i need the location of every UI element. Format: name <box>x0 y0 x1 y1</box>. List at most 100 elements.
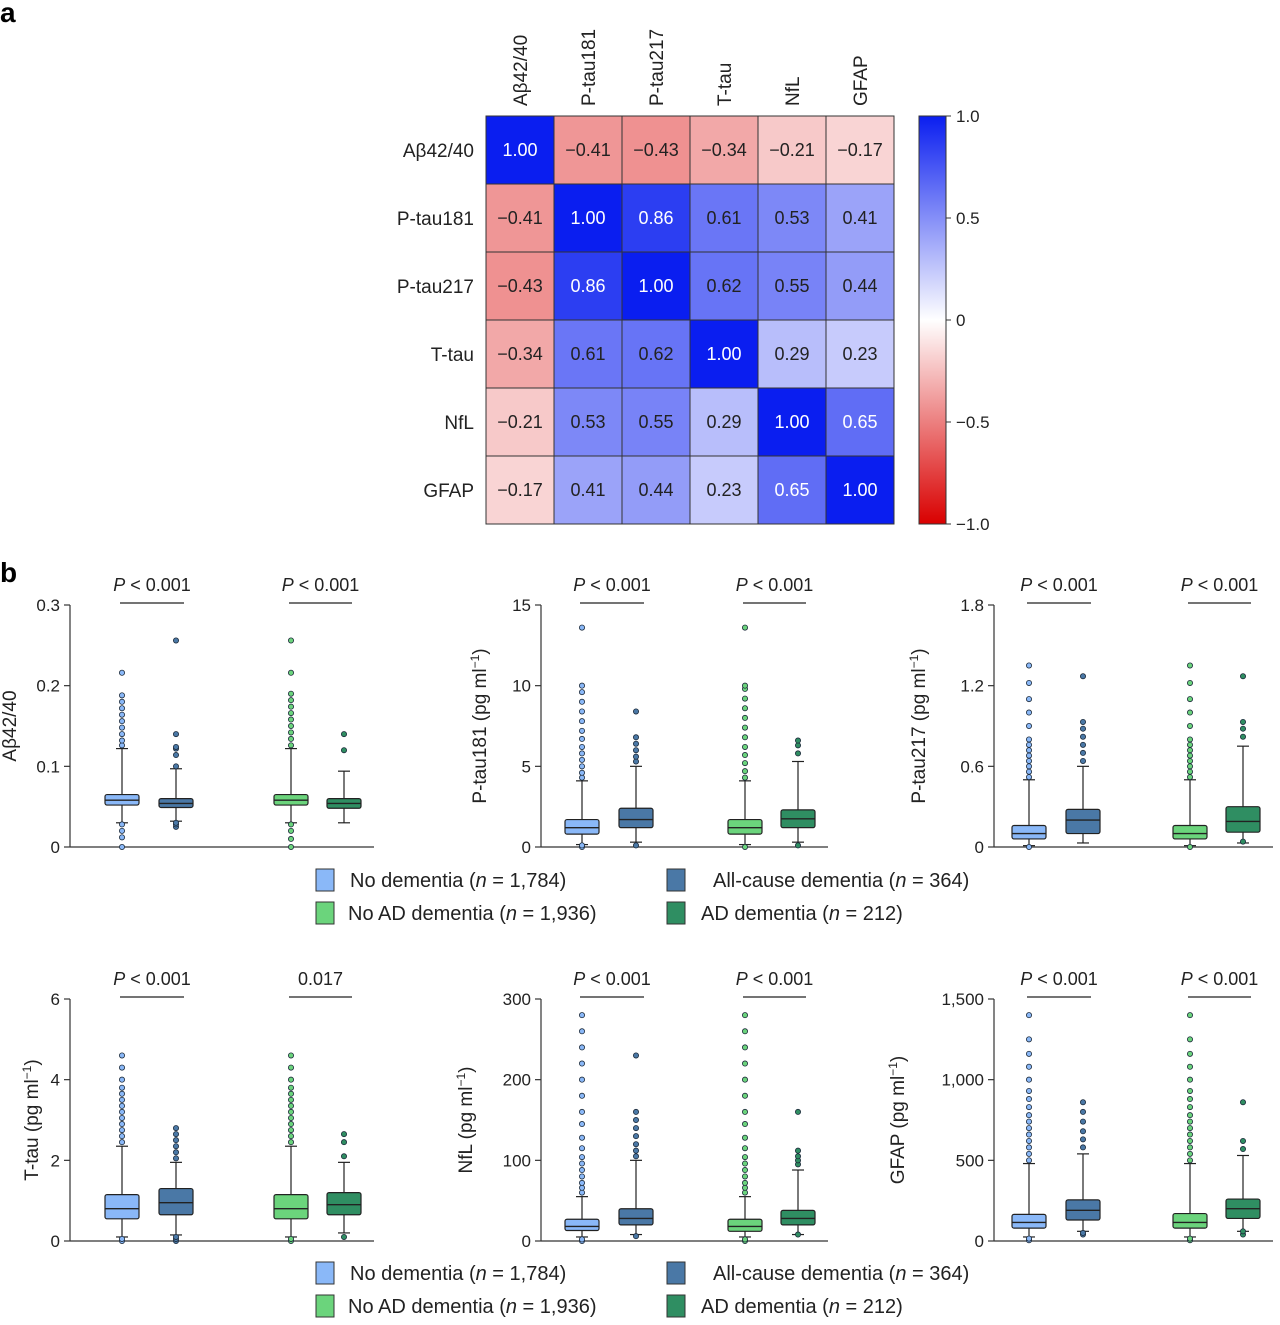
p-value-italic: P <box>573 575 585 595</box>
legend-label-suffix: = 1,936) <box>517 903 597 925</box>
outlier-point <box>172 637 179 644</box>
box-2 <box>158 1125 194 1245</box>
outlier-point <box>1187 1112 1194 1119</box>
p-value-text: < 0.001 <box>1193 575 1259 595</box>
outlier-point <box>579 735 586 742</box>
outlier-point <box>1080 1108 1087 1115</box>
outlier-point <box>1187 662 1194 669</box>
heatmap-cell <box>689 455 759 525</box>
cell-value: −0.21 <box>769 140 815 160</box>
outlier-point <box>742 768 749 775</box>
box-3 <box>1172 662 1208 851</box>
legend-label-suffix: = 1,784) <box>487 870 567 892</box>
outlier-point <box>579 689 586 696</box>
legend-label-n: n <box>506 1296 517 1318</box>
outlier-point <box>119 1096 126 1103</box>
box-iqr <box>1172 824 1208 840</box>
legend-swatch <box>666 901 686 925</box>
box-iqr <box>564 818 600 835</box>
outlier-point <box>633 734 640 741</box>
legend-label-prefix: No dementia ( <box>350 870 476 892</box>
heatmap-cell <box>689 115 759 185</box>
column-label: T-tau <box>715 63 736 106</box>
outlier-point <box>795 742 802 749</box>
legend-swatch <box>315 868 335 892</box>
legend-label-suffix: = 212) <box>840 903 903 925</box>
outlier-point <box>1026 752 1033 759</box>
outlier-point <box>742 1092 749 1099</box>
y-axis-label: P-tau217 (pg ml−1) <box>907 648 930 803</box>
outlier-point <box>287 1084 294 1091</box>
outlier-point <box>1187 1125 1194 1132</box>
outlier-point <box>1080 733 1087 740</box>
cell-value: 1.00 <box>706 344 741 364</box>
box-iqr <box>1172 1212 1208 1229</box>
cell-value: −0.43 <box>497 276 543 296</box>
legend-label-suffix: = 364) <box>906 1263 969 1285</box>
legend-label-suffix: = 364) <box>906 870 969 892</box>
outlier-point <box>742 1154 749 1161</box>
outlier-point <box>1026 1104 1033 1111</box>
heatmap-cell <box>757 251 827 321</box>
cell-value: 1.00 <box>842 480 877 500</box>
outlier-point <box>633 1147 640 1154</box>
outlier-point <box>742 1145 749 1152</box>
outlier-point <box>172 1125 179 1132</box>
outlier-point <box>1187 752 1194 759</box>
outlier-point <box>1240 838 1247 845</box>
heatmap-cell <box>689 319 759 389</box>
heatmap-cell <box>825 183 895 253</box>
heatmap-cell <box>621 115 691 185</box>
cell-value: 0.29 <box>706 412 741 432</box>
y-tick-label: 1.2 <box>960 677 984 696</box>
cell-value: −0.34 <box>497 344 543 364</box>
outlier-point <box>340 1139 347 1146</box>
y-tick-label: 0 <box>975 1232 984 1251</box>
box-3 <box>727 624 763 851</box>
outlier-point <box>633 1141 640 1148</box>
y-tick-label: 0.3 <box>36 596 60 615</box>
outlier-point <box>1026 1036 1033 1043</box>
outlier-point <box>287 742 294 749</box>
outlier-point <box>742 1028 749 1035</box>
cell-value: −0.21 <box>497 412 543 432</box>
legend-swatch <box>315 1261 335 1285</box>
column-label: Aβ42/40 <box>511 35 532 106</box>
outlier-point <box>742 1160 749 1167</box>
outlier-point <box>287 1052 294 1059</box>
outlier-point <box>633 708 640 715</box>
outlier-point <box>742 1044 749 1051</box>
outlier-point <box>1026 763 1033 770</box>
legend-block: No dementia ( n = 1,784) All-cause dementi… <box>315 868 969 925</box>
outlier-point <box>1240 1137 1247 1144</box>
legend-label-n: n <box>476 1263 487 1285</box>
outlier-point <box>1187 1104 1194 1111</box>
cell-value: 0.62 <box>638 344 673 364</box>
heatmap-cell <box>485 319 555 389</box>
outlier-point <box>579 1154 586 1161</box>
outlier-point <box>119 1133 126 1140</box>
cell-value: −0.43 <box>633 140 679 160</box>
outlier-point <box>1026 774 1033 781</box>
outlier-point <box>742 682 749 689</box>
row-label: GFAP <box>423 481 474 502</box>
y-axis-label-text: GFAP (pg ml <box>888 1076 909 1184</box>
box-iqr <box>1011 824 1047 840</box>
legend-label-n: n <box>895 870 906 892</box>
legend-label: All-cause dementia (n = 364) <box>713 870 969 892</box>
outlier-point <box>1026 1144 1033 1151</box>
outlier-point <box>119 711 126 718</box>
outlier-point <box>1187 1012 1194 1019</box>
outlier-point <box>1026 723 1033 730</box>
outlier-point <box>287 1090 294 1097</box>
outlier-point <box>1187 1157 1194 1164</box>
outlier-point <box>579 1236 586 1243</box>
outlier-point <box>742 734 749 741</box>
outlier-point <box>579 769 586 776</box>
outlier-point <box>119 1076 126 1083</box>
legend-label-prefix: AD dementia ( <box>701 903 829 925</box>
outlier-point <box>633 842 640 849</box>
outlier-point <box>579 624 586 631</box>
